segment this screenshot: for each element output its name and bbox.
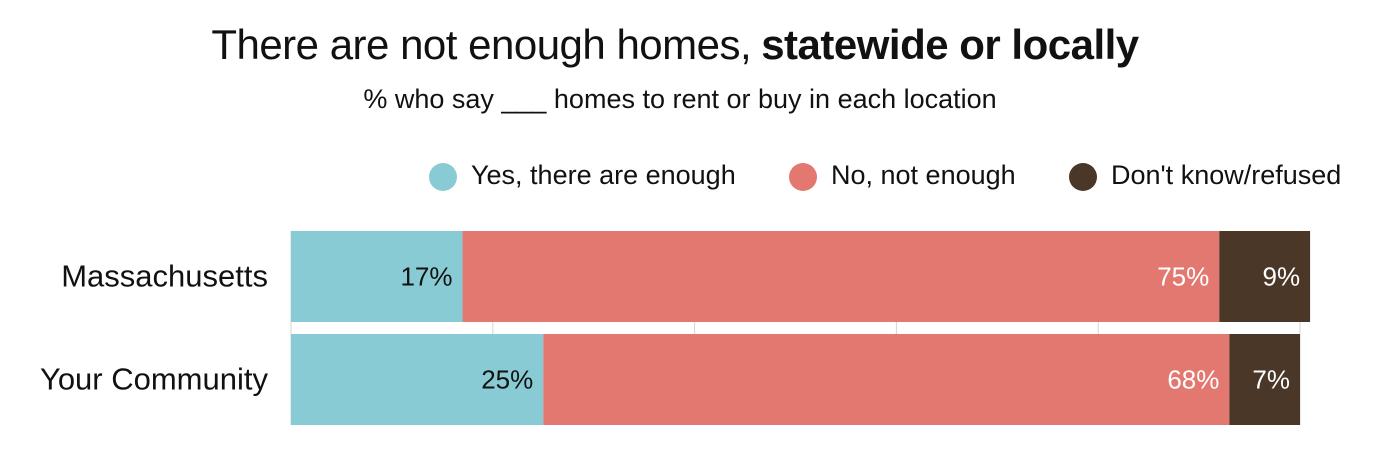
- value-label: 75%: [1157, 261, 1209, 291]
- value-label: 9%: [1263, 261, 1301, 291]
- title-emphasis: statewide or locally: [761, 21, 1140, 68]
- legend-swatch: [429, 163, 457, 191]
- value-label: 68%: [1167, 364, 1219, 394]
- legend-swatch: [789, 163, 817, 191]
- bar-segment: [543, 334, 1230, 425]
- legend-label: Don't know/refused: [1111, 160, 1341, 190]
- chart-subtitle: % who say ___ homes to rent or buy in ea…: [363, 84, 996, 114]
- value-label: 7%: [1252, 364, 1290, 394]
- legend-label: No, not enough: [831, 160, 1016, 190]
- bar-segment: [291, 334, 544, 425]
- title-regular: There are not enough homes,: [211, 21, 751, 68]
- category-label: Your Community: [40, 362, 269, 397]
- value-label: 25%: [481, 364, 533, 394]
- category-label: Massachusetts: [61, 259, 268, 294]
- bar-segment: [462, 231, 1220, 322]
- value-label: 17%: [400, 261, 452, 291]
- bar-segment: [1219, 231, 1311, 322]
- bar-segment: [1229, 334, 1300, 425]
- chart-title: There are not enough homes, statewide or …: [211, 21, 1139, 68]
- legend-label: Yes, there are enough: [471, 160, 736, 190]
- bar-segment: [291, 231, 463, 322]
- legend-swatch: [1069, 163, 1097, 191]
